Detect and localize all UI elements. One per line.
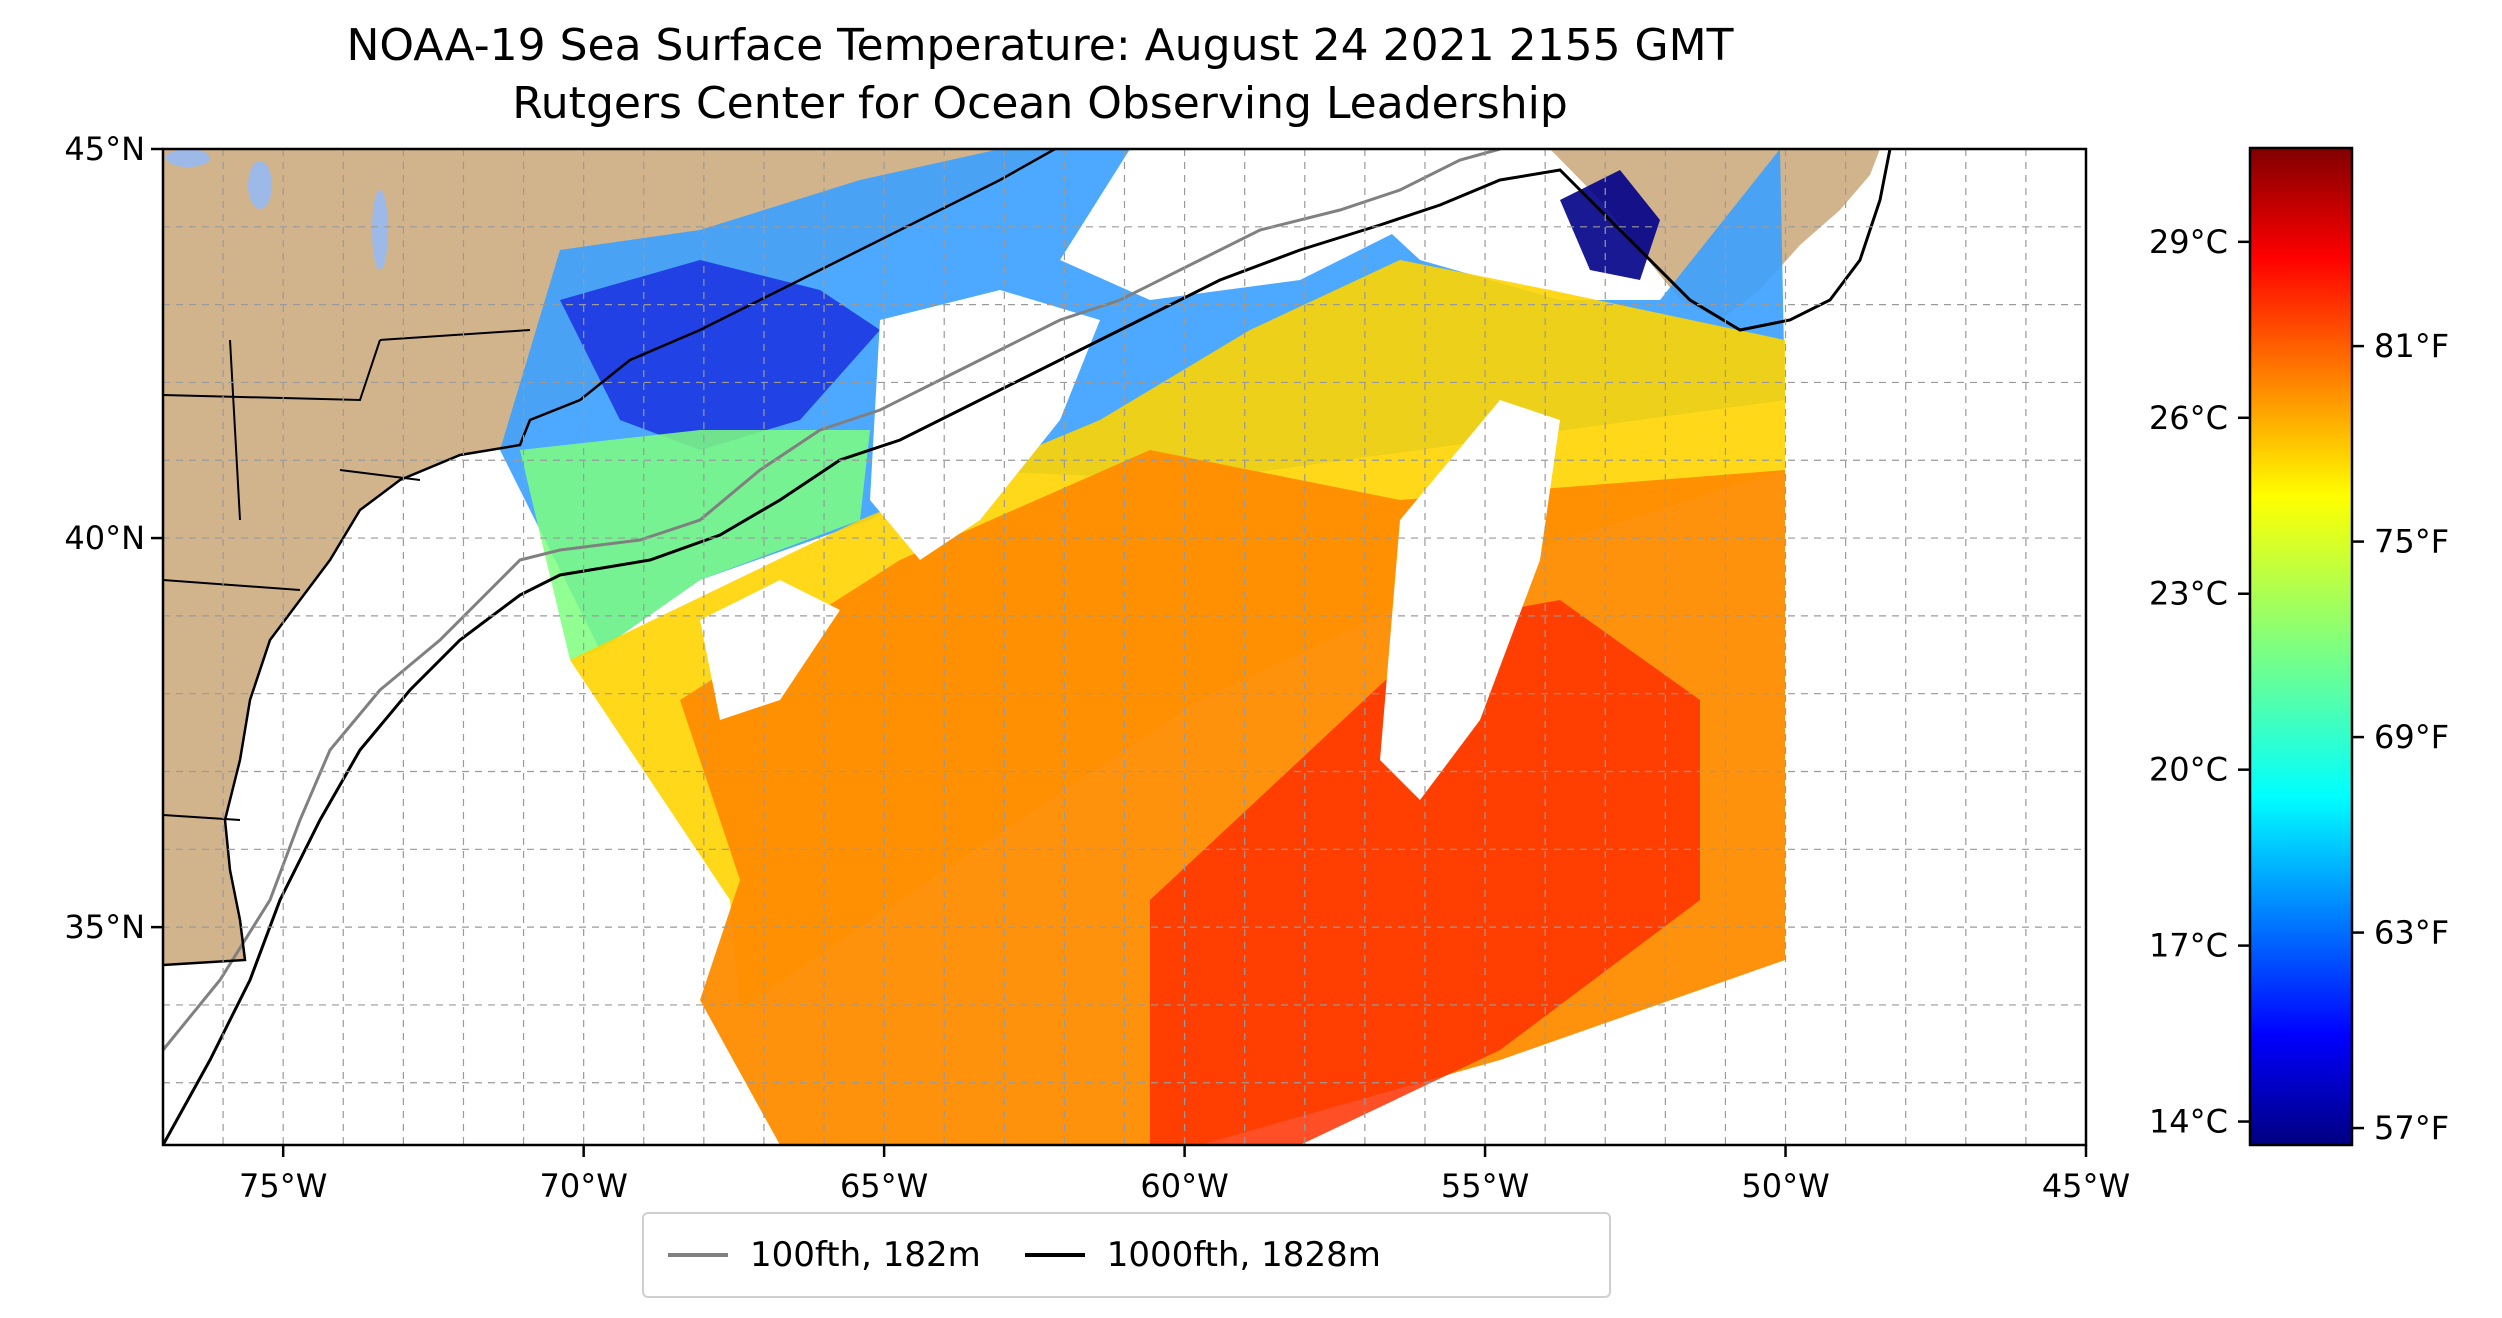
gridlines — [163, 149, 2086, 1145]
lake — [372, 190, 388, 270]
lake — [248, 161, 272, 209]
colorbar — [2248, 146, 2354, 1147]
colorbar-fahrenheit-label: 75°F — [2374, 523, 2449, 561]
colorbar-fahrenheit-label: 63°F — [2374, 914, 2449, 952]
colorbar-celsius-label: 29°C — [2149, 223, 2228, 261]
cloud-gap — [870, 290, 1100, 560]
legend-entry-1000fth: 1000fth, 1828m — [1001, 1235, 1381, 1275]
colorbar-fahrenheit-ticks: 81°F 75°F 69°F 63°F 57°F — [2352, 327, 2449, 1147]
lon-tick-label: 70°W — [539, 1167, 627, 1205]
coastline — [163, 149, 1056, 967]
land-mass — [163, 149, 1055, 965]
legend-label-100fth: 100fth, 182m — [750, 1235, 981, 1275]
colorbar-celsius-label: 26°C — [2149, 399, 2228, 437]
lon-tick-label: 45°W — [2042, 1167, 2130, 1205]
lon-tick-label: 65°W — [840, 1167, 928, 1205]
longitude-ticks: 75°W 70°W 65°W 60°W 55°W 50°W 45°W — [239, 1145, 2130, 1205]
colorbar-celsius-label: 23°C — [2149, 575, 2228, 613]
lon-tick-label: 55°W — [1441, 1167, 1529, 1205]
colorbar-fahrenheit-label: 69°F — [2374, 718, 2449, 756]
colorbar-fahrenheit-label: 57°F — [2374, 1109, 2449, 1147]
cloud-gap — [700, 580, 840, 720]
lon-tick-label: 50°W — [1741, 1167, 1829, 1205]
state-border — [163, 329, 531, 821]
map-frame — [161, 147, 2088, 1147]
lon-tick-label: 60°W — [1140, 1167, 1228, 1205]
legend-swatch-gray — [668, 1253, 728, 1257]
lat-tick-label: 35°N — [64, 908, 145, 946]
colorbar-celsius-label: 14°C — [2149, 1103, 2228, 1141]
latitude-ticks: 45°N 40°N 35°N — [64, 130, 163, 946]
colorbar-celsius-ticks: 29°C 26°C 23°C 20°C 17°C 14°C — [2149, 223, 2250, 1141]
contour-1000fth — [163, 149, 1892, 1145]
legend-label-1000fth: 1000fth, 1828m — [1106, 1235, 1381, 1275]
sst-hot-core — [1150, 600, 1700, 1145]
legend-entry-100fth: 100fth, 182m — [644, 1235, 981, 1275]
lat-tick-label: 45°N — [64, 130, 145, 168]
lake — [166, 149, 210, 167]
sst-cold-patch — [560, 260, 880, 450]
colorbar-celsius-label: 20°C — [2149, 751, 2228, 789]
contour-100fth — [163, 149, 1501, 1051]
sst-cold-patch — [1560, 170, 1660, 280]
lat-tick-label: 40°N — [64, 519, 145, 557]
legend-swatch-black — [1024, 1253, 1085, 1257]
map-legend: 100fth, 182m 1000fth, 1828m — [642, 1212, 1611, 1298]
colorbar-celsius-label: 17°C — [2149, 927, 2228, 965]
map-title: NOAA-19 Sea Surface Temperature: August … — [346, 20, 1734, 71]
colorbar-fahrenheit-label: 81°F — [2374, 327, 2449, 365]
cloud-gap — [1060, 149, 1460, 300]
map-subtitle: Rutgers Center for Ocean Observing Leade… — [512, 78, 1568, 129]
map-area — [163, 149, 2086, 1145]
lon-tick-label: 75°W — [239, 1167, 327, 1205]
